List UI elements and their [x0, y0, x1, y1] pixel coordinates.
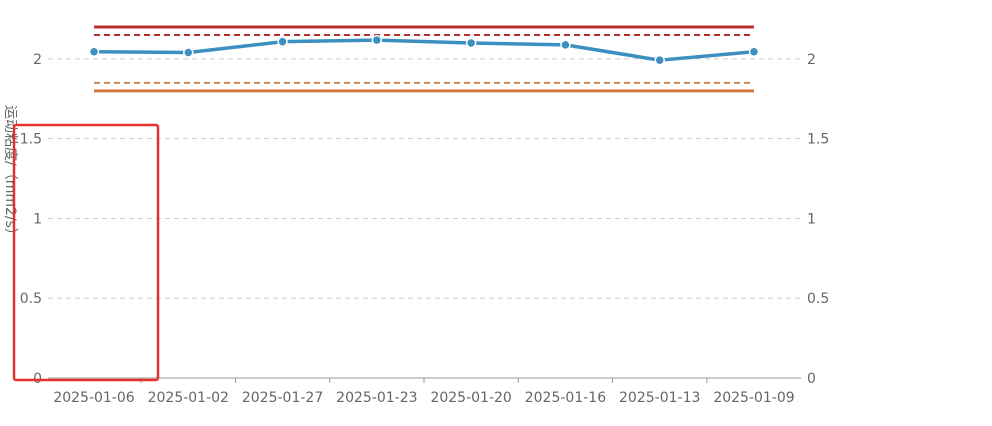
data-point[interactable]	[465, 37, 477, 49]
y-tick-label-right: 1	[807, 211, 816, 227]
axes	[48, 377, 801, 383]
data-point[interactable]	[560, 39, 571, 51]
y-tick-label-left: 2	[33, 52, 42, 68]
y-tick-label-left: 1	[33, 211, 42, 227]
y-tick-label-right: 2	[807, 52, 816, 68]
x-tick-label: 2025-01-20	[430, 390, 511, 406]
x-tick-label: 2025-01-27	[242, 390, 323, 406]
data-point[interactable]	[183, 47, 194, 58]
highlight-box	[12, 123, 160, 382]
data-point[interactable]	[654, 54, 665, 66]
x-tick-label: 2025-01-13	[619, 390, 700, 406]
data-point[interactable]	[277, 36, 288, 47]
y-tick-label-left: 1.5	[20, 132, 42, 148]
x-tick-label: 2025-01-06	[53, 390, 134, 406]
data-point[interactable]	[748, 46, 760, 57]
x-tick-label: 2025-01-02	[148, 390, 229, 406]
x-tick-label: 2025-01-23	[336, 390, 417, 406]
y-tick-label-right: 1.5	[807, 132, 829, 148]
y-tick-label-right: 0	[807, 371, 816, 387]
y-tick-label-right: 0.5	[807, 291, 829, 307]
data-point[interactable]	[371, 34, 383, 46]
reference-lines	[94, 25, 754, 93]
series-line	[92, 38, 756, 62]
y-tick-label-left: 0.5	[20, 291, 42, 307]
x-tick-label: 2025-01-16	[525, 390, 606, 406]
series-layer	[88, 34, 760, 66]
data-point[interactable]	[88, 46, 100, 57]
grid-lines	[48, 58, 801, 299]
x-tick-label: 2025-01-09	[713, 390, 794, 406]
